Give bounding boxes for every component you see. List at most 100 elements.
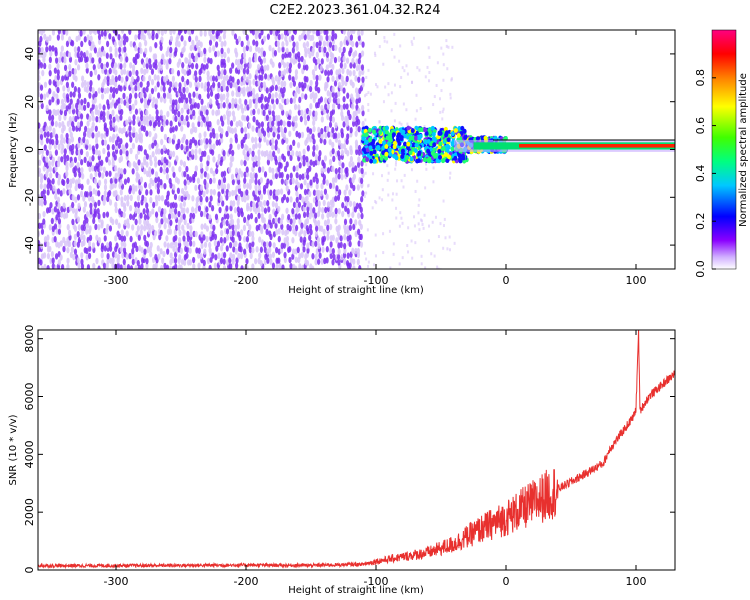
colorbar-gradient <box>711 29 737 270</box>
spectrogram-cell <box>79 50 84 58</box>
spectrogram-cell <box>219 115 224 122</box>
spectrogram-cell <box>263 258 268 266</box>
spectrogram-cell <box>205 196 209 203</box>
spectrogram-cell <box>252 108 256 116</box>
spectrogram-cell <box>446 137 451 143</box>
spectrogram-cell <box>65 161 69 168</box>
spectrogram-cell <box>225 85 229 93</box>
spectrogram-cell <box>297 104 301 111</box>
spectrogram-cell <box>243 126 248 133</box>
spectrogram-cell <box>278 62 282 69</box>
spectrogram-cell <box>222 219 226 226</box>
spectrogram-cell <box>337 90 341 97</box>
spectrogram-cell <box>326 229 330 236</box>
spectrogram-cell <box>97 171 102 178</box>
spectrogram-cell <box>334 207 338 215</box>
spectrogram-cell <box>188 58 192 66</box>
spectrogram-cell <box>62 179 66 187</box>
spectrogram-cell <box>331 127 335 134</box>
spectrogram-cell <box>331 196 335 204</box>
spectrogram-cell <box>300 251 304 259</box>
spectrogram-cell <box>134 264 138 269</box>
spectrogram-cell <box>276 30 281 34</box>
spectrogram-cell <box>315 41 319 49</box>
spectrogram-cell <box>40 46 44 54</box>
spectrogram-cell <box>261 166 265 173</box>
spectrogram-cell <box>66 223 70 231</box>
spectrogram-cell <box>202 64 207 71</box>
spectrogram-cell <box>51 30 56 36</box>
spectrogram-cell <box>305 195 309 202</box>
spectrogram-cell <box>74 196 78 203</box>
spectrogram-cell <box>223 40 227 47</box>
spectrogram-cell <box>149 196 153 204</box>
spectrogram-cell <box>111 262 115 269</box>
spectrogram-cell <box>86 120 90 127</box>
spectrogram-cell <box>292 41 296 48</box>
spectrogram-cell <box>277 126 281 133</box>
spectrogram-cell <box>183 40 187 47</box>
spectrogram-cell <box>49 172 53 179</box>
spectrogram-cell <box>260 81 264 89</box>
spectrogram-cell <box>186 222 190 230</box>
spectrogram-cell <box>123 99 127 106</box>
spectrogram-cell <box>49 184 53 191</box>
spectrogram-cell <box>321 246 325 253</box>
spectrogram-cell <box>38 212 42 220</box>
spectrogram-cell <box>85 62 89 69</box>
spectrogram-cell <box>399 134 404 140</box>
spectrogram-cell <box>77 224 81 231</box>
spectrogram-cell <box>99 51 103 58</box>
spectrogram-cell <box>254 207 258 215</box>
spectrogram-cell <box>285 178 289 186</box>
spectrogram-cell <box>231 189 235 197</box>
spectrogram-cell <box>259 132 263 139</box>
spectrogram-cell <box>128 30 132 35</box>
spectrogram-cell <box>186 173 190 181</box>
spectrogram-cell <box>194 230 198 238</box>
spectrogram-cell <box>145 262 149 269</box>
spectrogram-cell <box>433 254 436 258</box>
spectrogram-cell <box>79 113 84 120</box>
spectrogram-cell <box>159 229 163 237</box>
spectrogram-cell <box>53 67 57 74</box>
spectrogram-cell <box>65 183 69 190</box>
spectrogram-cell <box>157 194 161 202</box>
spectrogram-cell <box>52 185 56 192</box>
spectrogram-cell <box>240 265 244 269</box>
spectrogram-cell <box>100 159 104 167</box>
spectrogram-cell <box>60 133 64 141</box>
spectrogram-cell <box>97 212 101 220</box>
spectrogram-cell <box>283 80 287 88</box>
spectrogram-cell <box>43 263 47 269</box>
spectrogram-cell <box>223 237 227 244</box>
spectrogram-cell <box>257 108 261 115</box>
spectrogram-cell <box>106 99 110 106</box>
spectrogram-cell <box>166 200 170 208</box>
spectrogram-cell <box>292 139 296 147</box>
spectrogram-cell <box>188 92 192 99</box>
spectrogram-cell <box>265 228 269 236</box>
spectrogram-cell <box>289 56 294 64</box>
spectrogram-cell <box>108 225 113 232</box>
spectrogram-cell <box>208 46 212 53</box>
spectrogram-cell <box>41 69 45 77</box>
spectrogram-cell <box>89 35 93 42</box>
spectrogram-cell <box>301 196 305 203</box>
spectrogram-cell <box>255 69 259 76</box>
spectrogram-cell <box>251 247 255 254</box>
spectrogram-cell <box>281 228 285 236</box>
spectrogram-cell <box>251 136 255 144</box>
spectrogram-cell <box>77 182 81 189</box>
spectrogram-cell <box>384 155 389 161</box>
spectrogram-cell <box>161 53 165 60</box>
spectrogram-cell <box>200 82 204 89</box>
spectrogram-cell <box>306 173 310 180</box>
spectrogram-cell <box>178 165 182 173</box>
spectrogram-cell <box>305 225 309 232</box>
spectrogram-cell <box>178 254 182 261</box>
spectrogram-cell <box>145 130 149 137</box>
spectrogram-cell <box>237 178 241 185</box>
spectrogram-cell <box>274 155 278 162</box>
spectrogram-cell <box>42 218 46 225</box>
